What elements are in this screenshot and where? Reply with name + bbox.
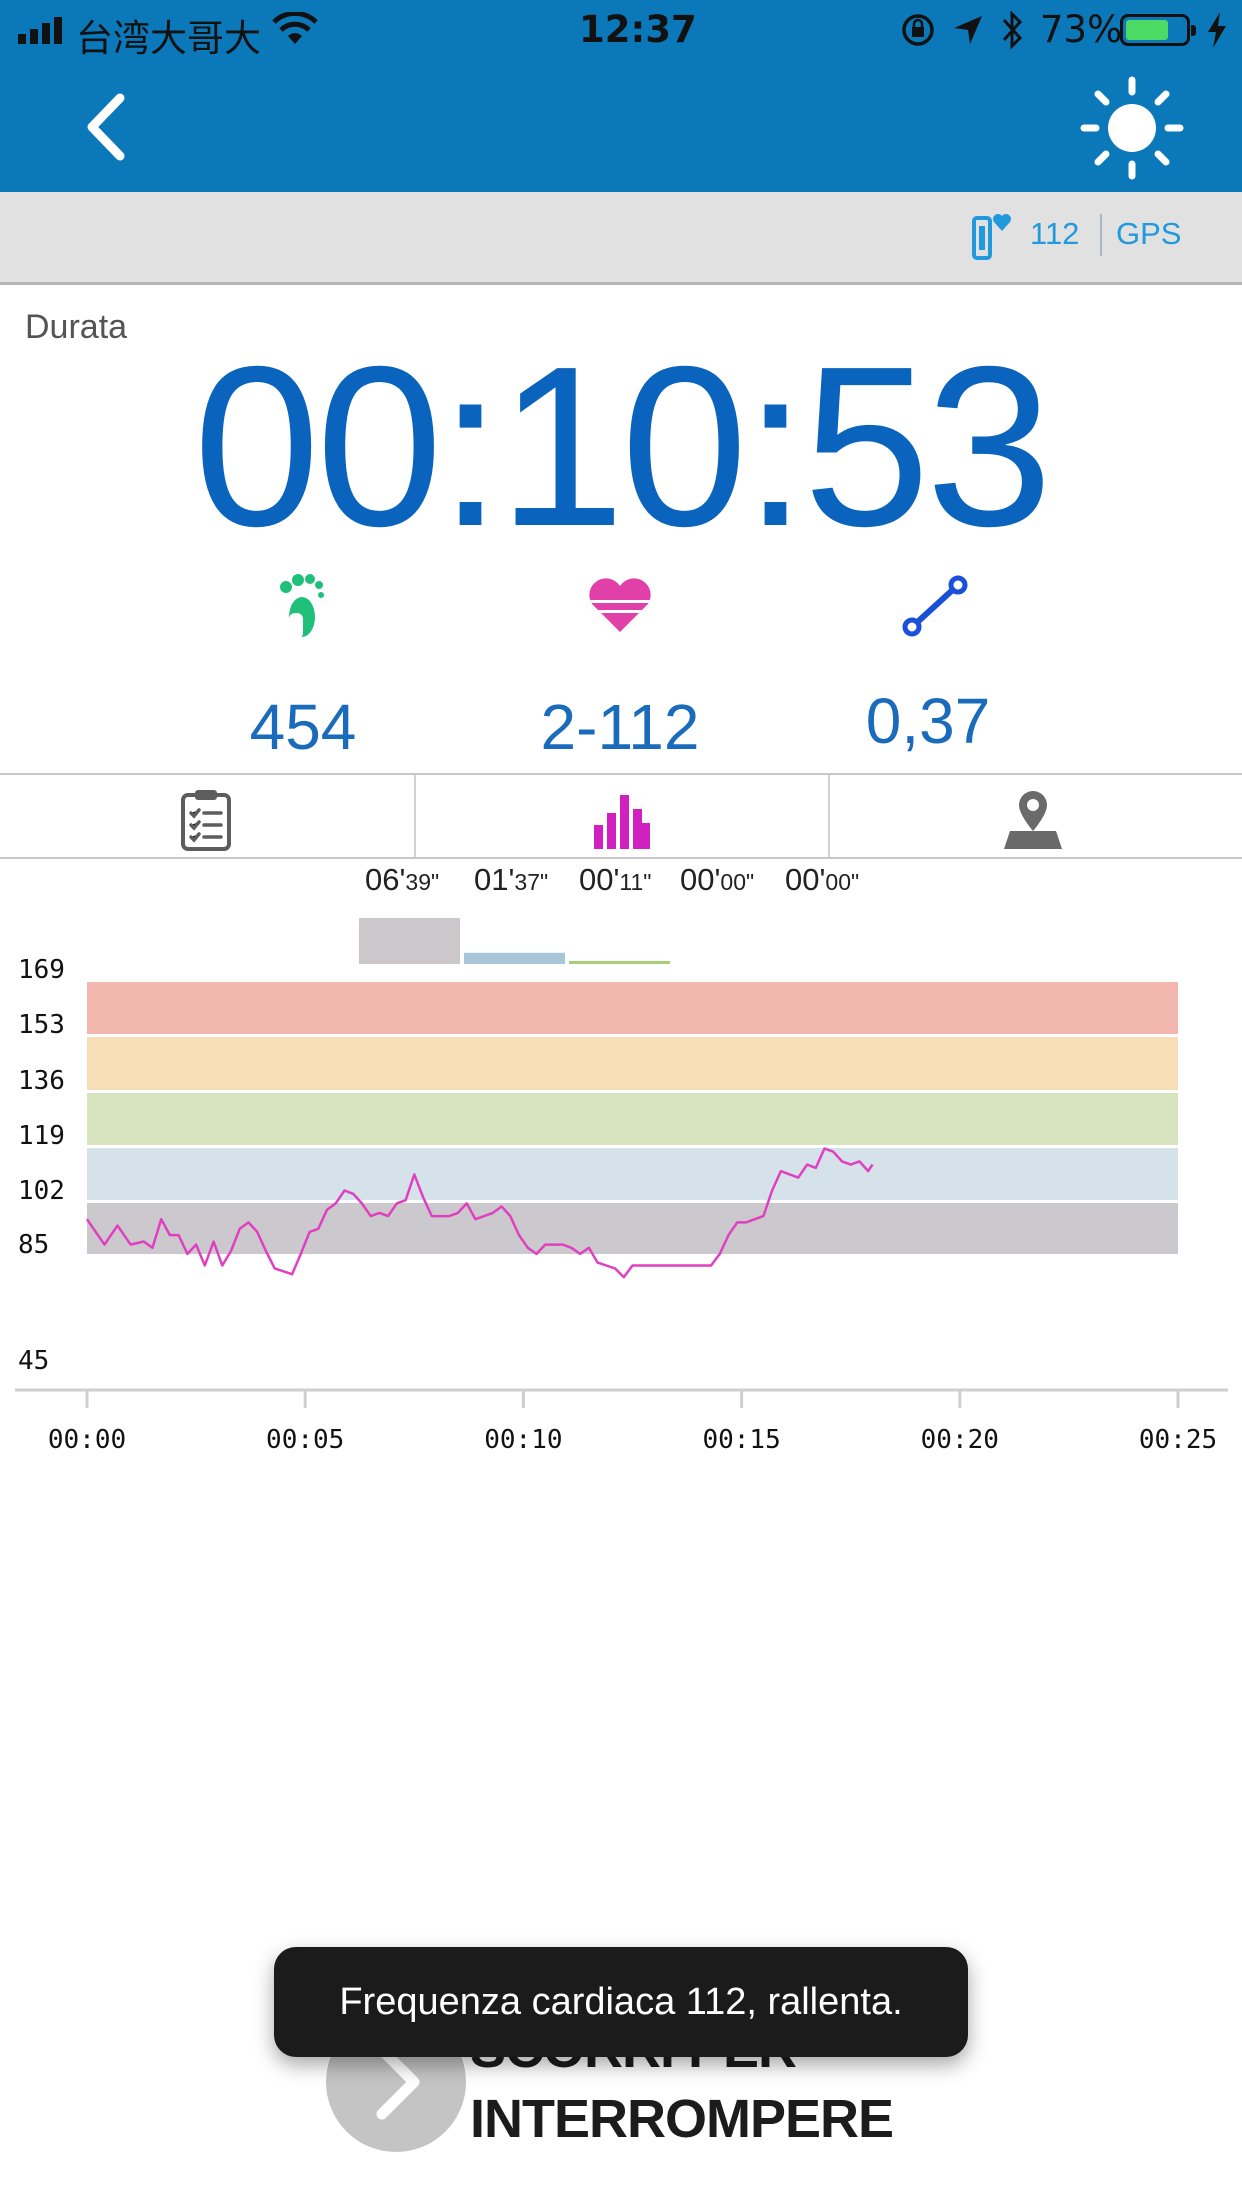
zone-time-bar <box>569 961 670 964</box>
duration-label: Durata <box>25 308 128 346</box>
nav-bar <box>0 62 1242 192</box>
y-tick-label: 136 <box>18 1066 65 1096</box>
x-tick-label: 00:25 <box>1139 1425 1217 1455</box>
y-tick-label: 102 <box>18 1176 65 1206</box>
x-tick-label: 00:20 <box>921 1425 999 1455</box>
heart-rate-line <box>85 1147 874 1279</box>
y-tick-label: 169 <box>18 955 65 985</box>
zone-time: 01'37" <box>474 862 549 897</box>
bluetooth-icon <box>1002 10 1023 50</box>
battery-icon <box>1120 14 1196 46</box>
sensor-status-bar: 112 GPS <box>0 192 1242 285</box>
carrier-name: 台湾大哥大 <box>76 17 261 60</box>
toast-notification: Frequenza cardiaca 112, rallenta. <box>274 1947 968 2057</box>
clipboard-icon <box>181 790 231 851</box>
zone-time: 06'39" <box>365 862 440 897</box>
tab-separator <box>414 775 416 857</box>
y-tick-label: 153 <box>18 1010 65 1040</box>
separator <box>1100 214 1102 256</box>
zone-time-bar <box>464 952 565 964</box>
distance-icon <box>902 575 968 637</box>
battery-percent: 73% <box>1040 8 1123 51</box>
slide-label-line2: INTERROMPERE <box>470 2089 894 2149</box>
gps-label: GPS <box>1116 216 1182 251</box>
tab-summary[interactable] <box>0 775 414 857</box>
zone-band <box>87 1148 1178 1200</box>
x-tick-label: 00:00 <box>48 1425 126 1455</box>
heart-rate-chart: 169 153 136 119 102 85 45 00:00 00:05 00:10 00:15 0… <box>15 918 1228 1455</box>
clock: 12:37 <box>579 8 697 51</box>
chevron-right-icon <box>376 2044 420 2120</box>
footprint-icon <box>280 574 324 639</box>
zone-band <box>87 982 1178 1034</box>
map-pin-icon <box>1004 791 1062 849</box>
heart-zone-value: 2-112 <box>540 691 700 763</box>
brightness-button[interactable] <box>1080 76 1184 180</box>
tab-separator <box>828 775 830 857</box>
back-button[interactable] <box>80 92 140 162</box>
rotation-lock-icon <box>902 14 934 46</box>
x-tick-label: 00:15 <box>702 1425 780 1455</box>
y-tick-label: 85 <box>18 1230 49 1260</box>
chevron-left-icon <box>87 93 125 161</box>
tab-chart[interactable] <box>416 775 828 857</box>
heart-rate-value: 112 <box>1030 216 1080 251</box>
steps-value: 454 <box>249 691 357 763</box>
toast-message: Frequenza cardiaca 112, rallenta. <box>339 1981 903 2023</box>
sun-icon <box>1080 76 1184 180</box>
zone-time: 00'11" <box>579 862 652 897</box>
x-tick-label: 00:10 <box>484 1425 562 1455</box>
zone-band <box>87 1037 1178 1090</box>
status-bar: 台湾大哥大 12:37 73% <box>0 0 1242 62</box>
y-tick-label: 119 <box>18 1121 65 1151</box>
zone-time: 00'00" <box>785 862 860 897</box>
duration-timer: 00:10:53 <box>193 320 1053 574</box>
tabs-top-divider <box>0 773 1242 775</box>
bar-chart-icon <box>594 795 650 849</box>
zone-band <box>87 1203 1178 1254</box>
zone-time: 00'00" <box>680 862 755 897</box>
zone-band <box>87 1093 1178 1145</box>
tab-map[interactable] <box>830 775 1242 857</box>
zone-time-bar <box>359 918 460 964</box>
wifi-icon <box>272 12 318 44</box>
distance-value: 0,37 <box>865 685 991 757</box>
hr-device-icon <box>972 214 1011 260</box>
tabs-bottom-divider <box>0 857 1242 859</box>
charging-bolt-icon <box>1208 12 1226 48</box>
y-tick-label: 45 <box>18 1346 49 1376</box>
heart-icon <box>589 578 651 632</box>
location-arrow-icon <box>954 16 982 44</box>
signal-icon <box>18 17 62 44</box>
x-tick-label: 00:05 <box>266 1425 344 1455</box>
